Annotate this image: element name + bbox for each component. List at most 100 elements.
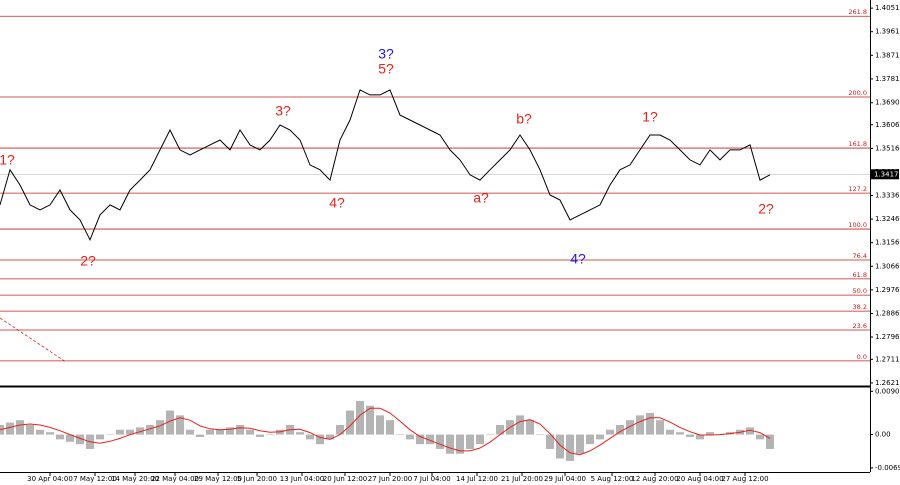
wave-label: 4? — [329, 195, 345, 211]
histogram-bar — [256, 434, 264, 437]
histogram-bar — [376, 415, 384, 435]
histogram-bar — [326, 434, 334, 440]
histogram-bar — [36, 429, 44, 435]
y-tick-label: 1.3606 — [875, 121, 900, 129]
histogram-bar — [746, 427, 754, 435]
histogram-bar — [296, 432, 304, 435]
fib-level-label: 100.0 — [848, 221, 867, 229]
y-tick-label: 1.2711 — [875, 355, 900, 363]
histogram-bar — [556, 434, 564, 459]
histogram-bar — [656, 420, 664, 435]
last-price-box — [871, 169, 899, 180]
x-tick-label: 20 Aug 04:00 — [676, 475, 723, 483]
x-tick-label: 22 May 04:00 — [151, 475, 199, 483]
histogram-bar — [666, 429, 674, 435]
histogram-bar — [6, 422, 14, 435]
histogram-bar — [766, 434, 774, 449]
histogram-bar — [536, 434, 544, 436]
y-tick-label: 1.3871 — [875, 51, 900, 59]
histogram-bar — [496, 424, 504, 435]
histogram-bar — [96, 434, 104, 440]
histogram-bar — [136, 427, 144, 435]
histogram-bar — [46, 432, 54, 435]
histogram-bar — [446, 434, 454, 454]
histogram-bar — [586, 434, 594, 445]
y-tick-label: 1.3516 — [875, 144, 900, 152]
histogram-bar — [316, 434, 324, 445]
x-tick-label: 5 Aug 12:00 — [591, 475, 634, 483]
histogram-bar — [266, 434, 274, 436]
wave-label: 3? — [378, 46, 394, 62]
histogram-bar — [606, 429, 614, 435]
x-tick-label: 20 Jun 12:00 — [323, 475, 367, 483]
x-tick-label: 29 May 12:00 — [194, 475, 242, 483]
histogram-bar — [26, 424, 34, 435]
histogram-bar — [626, 420, 634, 435]
fib-level-label: 200.0 — [848, 89, 867, 97]
x-tick-label: 7 Jul 04:00 — [413, 475, 451, 483]
histogram-bar — [526, 420, 534, 435]
histogram-bar — [366, 405, 374, 435]
histogram-bar — [186, 429, 194, 435]
price-line — [0, 89, 771, 242]
histogram-bar — [156, 420, 164, 435]
y-tick-label: 0.00 — [875, 431, 891, 439]
histogram-bar — [306, 434, 314, 440]
fib-level-label: 23.6 — [853, 322, 867, 330]
y-tick-label: 1.3690 — [875, 99, 900, 107]
wave-label: a? — [473, 190, 489, 206]
histogram-bar — [396, 434, 404, 436]
histogram-bar — [686, 434, 694, 437]
histogram-bar — [706, 432, 714, 435]
y-tick-label: 1.3961 — [875, 28, 900, 36]
histogram-bar — [206, 429, 214, 435]
histogram-bar — [596, 434, 604, 440]
histogram-bar — [216, 429, 224, 435]
histogram-bar — [196, 434, 204, 437]
histogram-bar — [486, 434, 494, 436]
fib-level-label: 261.8 — [848, 8, 867, 16]
histogram-bar — [176, 415, 184, 435]
x-tick-label: 7 May 12:00 — [73, 475, 117, 483]
last-price-label: 1.3417 — [874, 170, 899, 178]
histogram-bar — [426, 434, 434, 445]
wave-label: 1? — [0, 152, 15, 168]
wave-label: 4? — [570, 251, 586, 267]
y-tick-label: 1.4051 — [875, 4, 900, 12]
histogram-bar — [756, 434, 764, 440]
x-tick-label: 21 Jul 20:00 — [501, 475, 543, 483]
y-tick-label: 0.00901 — [875, 387, 900, 395]
fib-level-label: 61.8 — [853, 271, 867, 279]
x-tick-label: 14 May 20:00 — [111, 475, 159, 483]
histogram-bar — [676, 432, 684, 435]
histogram-bar — [106, 434, 114, 436]
fib-level-label: 50.0 — [853, 287, 867, 295]
fib-level-label: 161.8 — [848, 140, 867, 148]
y-tick-label: 1.3336 — [875, 192, 900, 200]
histogram-bar — [226, 427, 234, 435]
wave-label: 3? — [275, 103, 291, 119]
wave-label: 5? — [378, 61, 394, 77]
histogram-bar — [76, 434, 84, 445]
y-tick-label: 1.2976 — [875, 286, 900, 294]
wave-label: 2? — [758, 201, 774, 217]
histogram-bar — [56, 434, 64, 440]
x-tick-label: 29 Jul 04:00 — [544, 475, 586, 483]
histogram-bar — [636, 415, 644, 435]
histogram-bar — [566, 434, 574, 461]
fib-level-label: 76.4 — [853, 252, 867, 260]
histogram-bar — [416, 434, 424, 445]
x-tick-label: 30 Apr 04:00 — [27, 475, 73, 483]
histogram-bar — [436, 434, 444, 449]
histogram-bar — [696, 434, 704, 440]
histogram-bar — [356, 400, 364, 435]
y-tick-label: -0.00694 — [875, 464, 900, 472]
y-tick-label: 1.3156 — [875, 239, 900, 247]
histogram-bar — [466, 434, 474, 449]
histogram-bar — [546, 434, 554, 449]
histogram-bar — [406, 434, 414, 440]
histogram-bar — [16, 420, 24, 435]
histogram-bar — [646, 412, 654, 435]
fib-level-label: 127.2 — [848, 185, 867, 193]
